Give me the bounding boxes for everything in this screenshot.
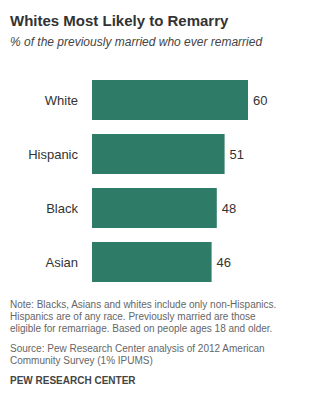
html-text:Whites Most Likely to Remarry: Whites Most Likely to Remarry [10, 12, 229, 29]
svg-text:48: 48 [222, 201, 236, 216]
svg-text:46: 46 [217, 255, 231, 270]
svg-text:Asian: Asian [45, 255, 78, 270]
html-text:Source: Pew Research Center an: Source: Pew Research Center analysis of … [10, 343, 265, 366]
svg-text:51: 51 [230, 147, 244, 162]
svg-text:Black: Black [46, 201, 78, 216]
svg-text:60: 60 [253, 93, 267, 108]
html-text:% of the previously married wh: % of the previously married who ever rem… [10, 35, 263, 49]
html-text:Note: Blacks, Asians and white: Note: Blacks, Asians and whites include … [10, 299, 277, 334]
svg-text:White: White [45, 93, 78, 108]
svg-text:Hispanic: Hispanic [28, 147, 78, 162]
html-text:PEW RESEARCH CENTER: PEW RESEARCH CENTER [10, 375, 136, 386]
